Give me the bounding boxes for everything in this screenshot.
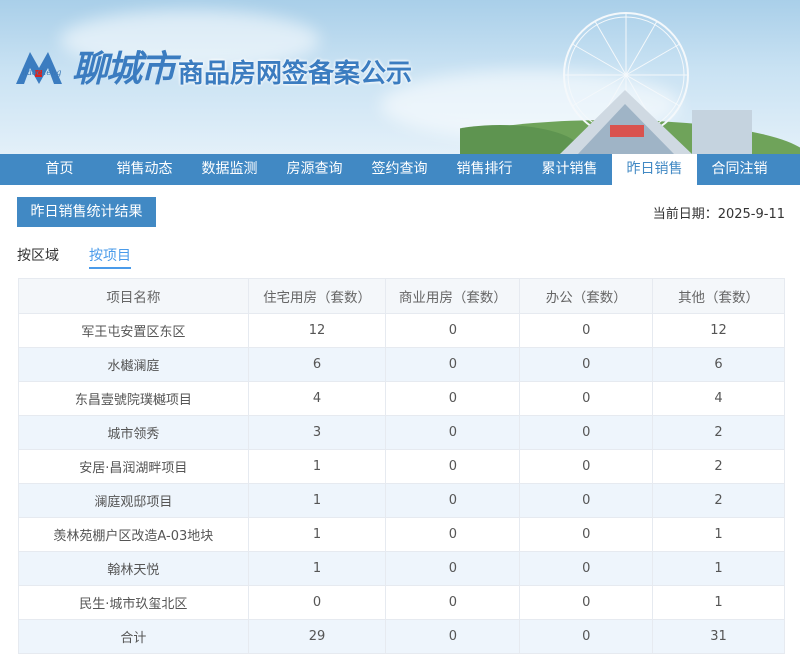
table-cell: 3 (247, 415, 387, 450)
column-header: 项目名称 (18, 278, 249, 314)
table-cell: 0 (385, 381, 521, 416)
table-cell: 4 (247, 381, 387, 416)
logo-subtext: liaocheng (22, 68, 62, 77)
table-cell: 0 (519, 619, 654, 654)
nav-item-6[interactable]: 累计销售 (541, 161, 598, 177)
table-row: 城市领秀 3 0 0 2 (18, 415, 785, 450)
table-cell: 水樾澜庭 (18, 347, 249, 382)
table-cell: 4 (652, 381, 785, 416)
table-cell: 0 (519, 347, 654, 382)
table-cell: 0 (519, 381, 654, 416)
table-row: 澜庭观邸项目 1 0 0 2 (18, 483, 785, 518)
table-cell: 军王屯安置区东区 (18, 313, 249, 348)
nav-item-0[interactable]: 首页 (45, 161, 74, 177)
table-cell: 0 (519, 449, 654, 484)
table-cell: 0 (385, 551, 521, 586)
table-cell: 0 (385, 449, 521, 484)
table-cell: 12 (652, 313, 785, 348)
column-header: 商业用房（套数） (385, 278, 521, 314)
table-row: 安居·昌润湖畔项目 1 0 0 2 (18, 449, 785, 484)
table-cell: 2 (652, 449, 785, 484)
table-row: 水樾澜庭 6 0 0 6 (18, 347, 785, 382)
table-row: 军王屯安置区东区 12 0 0 12 (18, 313, 785, 348)
table-cell: 1 (247, 551, 387, 586)
view-tabs: 按区域 按项目 (0, 245, 800, 277)
table-cell: 澜庭观邸项目 (18, 483, 249, 518)
table-cell: 东昌壹號院璞樾项目 (18, 381, 249, 416)
table-cell: 1 (247, 483, 387, 518)
table-cell: 31 (652, 619, 785, 654)
table-cell: 12 (247, 313, 387, 348)
tab-0[interactable]: 按区域 (17, 248, 59, 264)
current-date: 当前日期：2025-9-11 (652, 207, 785, 222)
table-cell: 0 (385, 415, 521, 450)
table-cell: 6 (247, 347, 387, 382)
table-cell: 0 (519, 415, 654, 450)
table-cell: 0 (519, 551, 654, 586)
table-cell: 1 (652, 585, 785, 620)
table-header-row: 项目名称 住宅用房（套数） 商业用房（套数） 办公（套数） 其他（套数） (18, 278, 785, 314)
nav-item-7[interactable]: 昨日销售 (612, 154, 697, 185)
table-cell: 0 (385, 585, 521, 620)
table-cell: 羡林苑棚户区改造A-03地块 (18, 517, 249, 552)
table-cell: 0 (385, 347, 521, 382)
site-logo: 聊城市 商品房网签备案公示 (14, 40, 412, 92)
table-cell: 安居·昌润湖畔项目 (18, 449, 249, 484)
ferris-wheel-illustration (460, 12, 800, 154)
nav-item-3[interactable]: 房源查询 (286, 161, 343, 177)
table-cell: 城市领秀 (18, 415, 249, 450)
main-nav: 首页 销售动态 数据监测 房源查询 签约查询 销售排行 累计销售 昨日销售 合同注销 (0, 154, 800, 185)
table-row: 东昌壹號院璞樾项目 4 0 0 4 (18, 381, 785, 416)
table-cell: 1 (247, 449, 387, 484)
project-sales-table: 项目名称 住宅用房（套数） 商业用房（套数） 办公（套数） 其他（套数） 军王屯安置区东… (18, 278, 785, 654)
yesterday-sales-result-button[interactable]: 昨日销售统计结果 (17, 197, 156, 227)
table-cell: 1 (652, 517, 785, 552)
table-cell: 0 (519, 313, 654, 348)
table-cell: 0 (385, 483, 521, 518)
nav-item-8[interactable]: 合同注销 (711, 161, 768, 177)
table-cell: 0 (385, 313, 521, 348)
nav-item-4[interactable]: 签约查询 (371, 161, 428, 177)
table-cell: 2 (652, 415, 785, 450)
table-cell: 0 (385, 619, 521, 654)
table-cell: 29 (247, 619, 387, 654)
column-header: 办公（套数） (519, 278, 654, 314)
table-cell: 0 (247, 585, 387, 620)
city-name: 聊城市 (72, 48, 176, 90)
nav-item-2[interactable]: 数据监测 (201, 161, 258, 177)
tab-1[interactable]: 按项目 (89, 245, 131, 269)
column-header: 其他（套数） (652, 278, 785, 314)
table-cell: 0 (385, 517, 521, 552)
table-row: 羡林苑棚户区改造A-03地块 1 0 0 1 (18, 517, 785, 552)
header-banner: 聊城市 商品房网签备案公示 liaocheng (0, 0, 800, 154)
nav-item-5[interactable]: 销售排行 (456, 161, 513, 177)
total-row: 合计 29 0 0 31 (18, 619, 785, 654)
table-row: 翰林天悦 1 0 0 1 (18, 551, 785, 586)
logo-icon (14, 46, 64, 86)
site-title: 商品房网签备案公示 (178, 58, 413, 89)
table-cell: 0 (519, 585, 654, 620)
table-cell: 1 (247, 517, 387, 552)
table-cell: 翰林天悦 (18, 551, 249, 586)
nav-item-1[interactable]: 销售动态 (116, 161, 173, 177)
table-cell: 6 (652, 347, 785, 382)
table-cell: 民生·城市玖玺北区 (18, 585, 249, 620)
column-header: 住宅用房（套数） (247, 278, 387, 314)
table-cell: 1 (652, 551, 785, 586)
table-cell: 2 (652, 483, 785, 518)
table-row: 民生·城市玖玺北区 0 0 0 1 (18, 585, 785, 620)
table-cell: 0 (519, 483, 654, 518)
table-cell: 0 (519, 517, 654, 552)
table-cell: 合计 (18, 619, 249, 654)
